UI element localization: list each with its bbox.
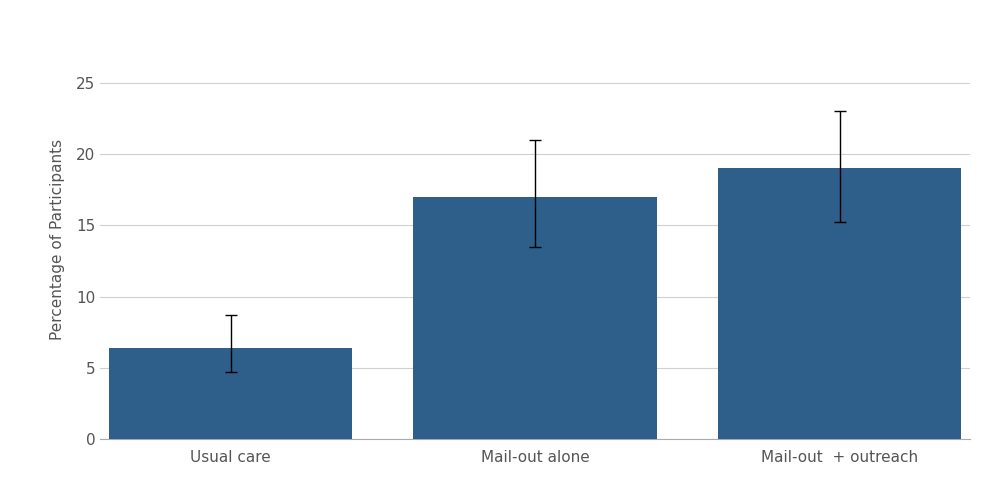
Bar — [413, 197, 657, 439]
Bar — [109, 348, 352, 439]
Bar — [718, 168, 961, 439]
Y-axis label: Percentage of Participants: Percentage of Participants — [50, 139, 65, 340]
